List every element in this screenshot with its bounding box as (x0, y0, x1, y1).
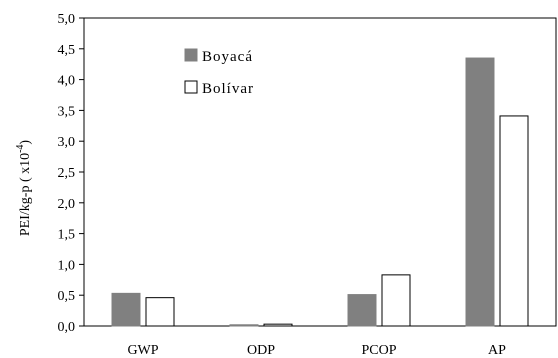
y-axis-title-main: PEI/kg-p ( x10 (18, 153, 33, 236)
legend-label: Bolívar (202, 81, 254, 97)
bar-pcop-series-2 (381, 274, 411, 327)
legend-swatch (184, 80, 198, 94)
x-axis: GWP ODP PCOP AP (127, 343, 506, 358)
y-tick-label: 4,5 (58, 43, 76, 58)
legend-label: Boyacá (202, 49, 253, 65)
bars (111, 57, 529, 327)
bar-pcop-series-1 (347, 294, 377, 327)
y-axis: 0,0 0,5 1,0 1,5 2,0 2,5 3,0 3,5 4,0 4,5 5,0 (58, 12, 84, 335)
bar-gwp-series-2 (145, 297, 175, 327)
y-axis-title-sup: -4 (15, 145, 26, 153)
bar-ap-series-1 (465, 57, 495, 327)
y-tick-label: 2,5 (58, 166, 76, 181)
y-tick-label: 4,0 (58, 74, 76, 89)
y-tick-label: 5,0 (58, 12, 76, 27)
bar-gwp-series-1 (111, 292, 141, 327)
y-tick-label: 3,5 (58, 104, 76, 119)
legend: Boyacá Bolívar (184, 48, 254, 97)
bar-ap-series-2 (499, 115, 529, 327)
legend-swatch (184, 48, 198, 62)
y-tick-label: 2,0 (58, 197, 76, 212)
x-tick-label: GWP (127, 343, 158, 358)
bar-odp-series-1 (229, 324, 259, 327)
y-tick-label: 3,0 (58, 135, 76, 150)
y-tick-label: 0,0 (58, 320, 76, 335)
x-tick-label: PCOP (361, 343, 396, 358)
y-tick-label: 1,5 (58, 228, 76, 243)
bar-odp-series-2 (263, 323, 293, 327)
y-tick-label: 1,0 (58, 258, 76, 273)
y-tick-label: 0,5 (58, 289, 76, 304)
y-axis-title: PEI/kg-p ( x10-4) (15, 140, 33, 237)
y-axis-title-end: ) (18, 140, 33, 145)
x-tick-label: AP (488, 343, 506, 358)
x-tick-label: ODP (247, 343, 275, 358)
svg-text:PEI/kg-p ( x10-4): PEI/kg-p ( x10-4) (15, 140, 33, 237)
